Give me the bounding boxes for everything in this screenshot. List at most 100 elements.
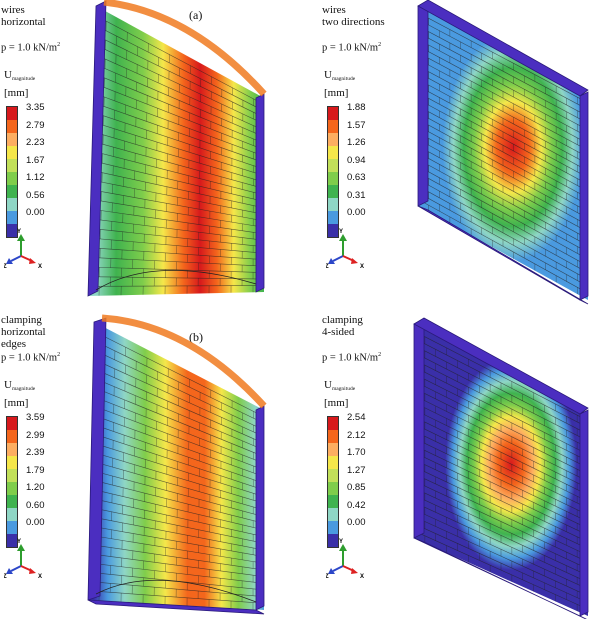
axis-triad-icon: Y Z X bbox=[325, 539, 364, 580]
legend-swatch bbox=[7, 417, 17, 430]
wall-contour-plot bbox=[417, 0, 589, 305]
legend-tick-label: 2.54 bbox=[347, 412, 366, 423]
legend-title: Umagnitude [mm] bbox=[4, 69, 36, 99]
legend-swatch bbox=[7, 107, 17, 120]
legend-swatch bbox=[7, 172, 17, 185]
wall-contour-plot bbox=[413, 317, 589, 619]
legend-swatch bbox=[328, 495, 338, 508]
legend-title: Umagnitude [mm] bbox=[324, 69, 356, 99]
legend-tick-label: 1.26 bbox=[347, 137, 366, 148]
legend-title: Umagnitude [mm] bbox=[4, 379, 36, 409]
legend-swatch bbox=[7, 456, 17, 469]
legend-tick-label: 0.00 bbox=[347, 207, 366, 218]
axis-triad-icon: Y Z X bbox=[3, 229, 42, 270]
legend-swatch bbox=[7, 224, 17, 237]
legend-tick-label: 2.79 bbox=[26, 119, 45, 131]
legend-tick-label: 0.63 bbox=[347, 172, 366, 183]
panel-clamping-horizontal-edges: clamping horizontal edges p = 1.0 kN/m2 … bbox=[0, 310, 300, 619]
wall-contour-plot bbox=[87, 0, 267, 297]
panel-title: clamping 4-sided bbox=[322, 314, 363, 338]
legend-swatch bbox=[328, 185, 338, 198]
legend-tick-label: 1.79 bbox=[26, 464, 45, 476]
legend-swatch bbox=[328, 198, 338, 211]
legend-swatch bbox=[328, 133, 338, 146]
legend-swatch bbox=[7, 146, 17, 159]
legend-swatch bbox=[328, 508, 338, 521]
load-label: p = 1.0 kN/m2 bbox=[322, 352, 382, 364]
legend-tick-label: 0.00 bbox=[26, 207, 45, 218]
svg-text:Y: Y bbox=[339, 539, 343, 545]
legend-swatch bbox=[328, 107, 338, 120]
legend-swatch bbox=[328, 159, 338, 172]
load-label: p = 1.0 kN/m2 bbox=[322, 42, 382, 54]
legend-tick-label: 2.99 bbox=[26, 429, 45, 441]
legend-tick-label: 1.70 bbox=[347, 447, 366, 458]
svg-text:X: X bbox=[360, 574, 364, 578]
legend-swatch bbox=[328, 482, 338, 495]
legend-tick-label: 0.00 bbox=[26, 517, 45, 528]
legend-tick-label: 1.88 bbox=[347, 102, 366, 113]
legend-swatch bbox=[7, 430, 17, 443]
svg-text:Y: Y bbox=[17, 229, 21, 235]
legend-tick-label: 1.57 bbox=[347, 119, 366, 131]
legend-swatch bbox=[7, 159, 17, 172]
svg-text:Z: Z bbox=[4, 574, 7, 578]
legend-tick-label: 0.85 bbox=[347, 482, 366, 493]
legend-tick-label: 0.00 bbox=[347, 517, 366, 528]
panel-title: wires horizontal bbox=[1, 4, 46, 28]
legend-swatch bbox=[7, 508, 17, 521]
legend-swatch bbox=[7, 495, 17, 508]
legend-title: Umagnitude [mm] bbox=[324, 379, 356, 409]
panel-clamping-4-sided: clamping 4-sided p = 1.0 kN/m2 Umagnitud… bbox=[300, 310, 600, 619]
legend-swatch bbox=[7, 211, 17, 224]
wall-contour-plot bbox=[87, 314, 267, 615]
legend-tick-label: 1.20 bbox=[26, 482, 45, 493]
legend-swatch bbox=[7, 185, 17, 198]
wall-frame bbox=[87, 314, 267, 615]
legend-swatch bbox=[328, 456, 338, 469]
legend-tick-label: 2.12 bbox=[347, 429, 366, 441]
axis-triad-icon: Y Z X bbox=[3, 539, 42, 580]
legend-swatch bbox=[7, 534, 17, 547]
axis-triad: Y Z X bbox=[325, 228, 366, 270]
panel-wires-horizontal: wires horizontal p = 1.0 kN/m2 Umagnitud… bbox=[0, 0, 300, 309]
legend-swatch bbox=[328, 534, 338, 547]
legend-swatch bbox=[7, 198, 17, 211]
svg-text:Z: Z bbox=[326, 264, 329, 268]
axis-triad: Y Z X bbox=[3, 538, 44, 580]
legend-tick-label: 3.35 bbox=[26, 102, 45, 113]
legend-swatch bbox=[7, 133, 17, 146]
svg-text:X: X bbox=[38, 574, 42, 578]
legend-swatch bbox=[328, 521, 338, 534]
axis-triad: Y Z X bbox=[3, 228, 44, 270]
svg-text:Y: Y bbox=[17, 539, 21, 545]
legend-swatch bbox=[7, 443, 17, 456]
svg-text:Z: Z bbox=[326, 574, 329, 578]
legend-swatch bbox=[328, 172, 338, 185]
wall-frame bbox=[413, 317, 589, 619]
wall-face bbox=[418, 6, 588, 300]
legend-swatch bbox=[328, 146, 338, 159]
legend-swatch bbox=[328, 430, 338, 443]
legend-tick-label: 0.42 bbox=[347, 499, 366, 511]
legend-tick-label: 3.59 bbox=[26, 412, 45, 423]
panel-wires-two-directions: wires two directions p = 1.0 kN/m2 Umagn… bbox=[300, 0, 600, 309]
wall-frame bbox=[417, 0, 589, 305]
svg-text:Z: Z bbox=[4, 264, 7, 268]
legend-tick-label: 2.39 bbox=[26, 447, 45, 458]
svg-text:X: X bbox=[360, 264, 364, 268]
legend-tick-label: 1.12 bbox=[26, 172, 45, 183]
legend-swatch bbox=[328, 120, 338, 133]
legend-swatch bbox=[328, 469, 338, 482]
wall-frame bbox=[87, 0, 267, 297]
panel-title: clamping horizontal edges bbox=[1, 314, 46, 350]
svg-text:X: X bbox=[38, 264, 42, 268]
legend-tick-label: 1.27 bbox=[347, 464, 366, 476]
legend-swatch bbox=[328, 443, 338, 456]
legend-swatch bbox=[7, 482, 17, 495]
legend-swatch bbox=[328, 417, 338, 430]
wall-face bbox=[88, 322, 264, 610]
subfigure-tag: (b) bbox=[189, 330, 203, 344]
legend-swatch bbox=[7, 120, 17, 133]
legend-swatch bbox=[328, 211, 338, 224]
